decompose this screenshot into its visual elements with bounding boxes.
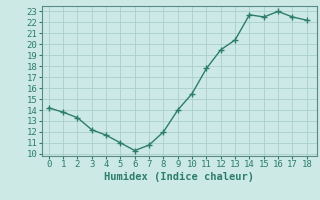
X-axis label: Humidex (Indice chaleur): Humidex (Indice chaleur) (104, 172, 254, 182)
